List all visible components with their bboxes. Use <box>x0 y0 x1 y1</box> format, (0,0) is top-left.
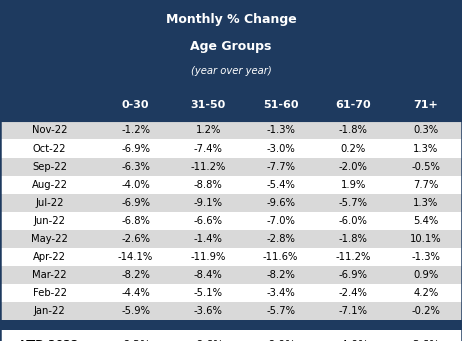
Text: -6.8%: -6.8% <box>121 216 150 226</box>
Text: -8.4%: -8.4% <box>194 270 223 280</box>
Text: Aug-22: Aug-22 <box>32 180 67 190</box>
Text: -3.6%: -3.6% <box>194 306 223 316</box>
Text: -1.3%: -1.3% <box>411 252 440 262</box>
Text: Jul-22: Jul-22 <box>36 198 64 208</box>
Text: -8.8%: -8.8% <box>194 180 223 190</box>
Text: -0.5%: -0.5% <box>411 162 440 172</box>
Text: Monthly % Change: Monthly % Change <box>165 13 297 26</box>
Text: -5.1%: -5.1% <box>194 288 223 298</box>
Text: -6.6%: -6.6% <box>193 340 224 341</box>
Text: -8.2%: -8.2% <box>266 270 295 280</box>
Text: -3.4%: -3.4% <box>266 288 295 298</box>
Bar <box>0 139 462 158</box>
Text: 4.2%: 4.2% <box>413 288 438 298</box>
Text: -1.8%: -1.8% <box>339 234 368 244</box>
Text: -4.0%: -4.0% <box>337 340 369 341</box>
Bar <box>0 212 462 230</box>
Text: -2.8%: -2.8% <box>266 234 295 244</box>
Text: -3.0%: -3.0% <box>266 144 295 153</box>
Text: Feb-22: Feb-22 <box>33 288 67 298</box>
Text: -9.6%: -9.6% <box>266 198 295 208</box>
Text: Nov-22: Nov-22 <box>32 125 67 135</box>
Text: (year over year): (year over year) <box>191 66 271 76</box>
Text: 1.9%: 1.9% <box>340 180 366 190</box>
Text: -6.9%: -6.9% <box>339 270 368 280</box>
Text: -6.3%: -6.3% <box>121 162 150 172</box>
Text: -7.1%: -7.1% <box>339 306 368 316</box>
Bar <box>0 194 462 212</box>
Text: -8.2%: -8.2% <box>121 270 150 280</box>
Bar <box>0 176 462 194</box>
Bar <box>0 230 462 248</box>
Text: 1.2%: 1.2% <box>195 125 221 135</box>
Bar <box>0 302 462 320</box>
Text: YTD 2022: YTD 2022 <box>20 340 79 341</box>
Text: -2.0%: -2.0% <box>339 162 368 172</box>
Text: -1.8%: -1.8% <box>339 125 368 135</box>
Text: -2.6%: -2.6% <box>121 234 150 244</box>
Text: -6.9%: -6.9% <box>121 198 150 208</box>
Text: -9.1%: -9.1% <box>194 198 223 208</box>
Text: May-22: May-22 <box>31 234 68 244</box>
Text: -6.0%: -6.0% <box>265 340 297 341</box>
Text: 0-30: 0-30 <box>122 100 149 110</box>
Bar <box>0 121 462 139</box>
Text: -6.0%: -6.0% <box>339 216 368 226</box>
Bar <box>0 158 462 176</box>
Text: 31-50: 31-50 <box>190 100 226 110</box>
Text: -6.2%: -6.2% <box>120 340 151 341</box>
Text: 71+: 71+ <box>413 100 438 110</box>
Text: -2.4%: -2.4% <box>339 288 368 298</box>
Text: Oct-22: Oct-22 <box>33 144 67 153</box>
Text: 61-70: 61-70 <box>335 100 371 110</box>
Text: -5.7%: -5.7% <box>339 198 368 208</box>
Text: -11.6%: -11.6% <box>263 252 298 262</box>
Text: 10.1%: 10.1% <box>410 234 442 244</box>
Text: Jun-22: Jun-22 <box>34 216 66 226</box>
Text: -5.4%: -5.4% <box>266 180 295 190</box>
Bar <box>0 266 462 284</box>
Text: -14.1%: -14.1% <box>118 252 153 262</box>
Text: -7.7%: -7.7% <box>266 162 295 172</box>
Text: -7.0%: -7.0% <box>266 216 295 226</box>
Text: -11.2%: -11.2% <box>335 252 371 262</box>
Text: 0.3%: 0.3% <box>413 125 438 135</box>
Text: Apr-22: Apr-22 <box>33 252 66 262</box>
Text: -6.6%: -6.6% <box>194 216 223 226</box>
Text: -0.2%: -0.2% <box>411 306 440 316</box>
Text: 2.6%: 2.6% <box>412 340 439 341</box>
Text: 7.7%: 7.7% <box>413 180 438 190</box>
Bar <box>0 0 462 89</box>
Text: Age Groups: Age Groups <box>190 40 272 53</box>
Bar <box>0 248 462 266</box>
Text: -1.2%: -1.2% <box>121 125 150 135</box>
Text: -5.9%: -5.9% <box>121 306 150 316</box>
Text: -4.4%: -4.4% <box>121 288 150 298</box>
Text: 1.3%: 1.3% <box>413 144 438 153</box>
Text: 1.3%: 1.3% <box>413 198 438 208</box>
Text: 0.2%: 0.2% <box>340 144 366 153</box>
Text: 0.9%: 0.9% <box>413 270 438 280</box>
Text: -1.4%: -1.4% <box>194 234 223 244</box>
Text: -11.2%: -11.2% <box>190 162 226 172</box>
Text: -7.4%: -7.4% <box>194 144 223 153</box>
Text: -6.9%: -6.9% <box>121 144 150 153</box>
Text: Jan-22: Jan-22 <box>34 306 66 316</box>
Bar <box>0 284 462 302</box>
Bar <box>0 89 462 121</box>
Text: 5.4%: 5.4% <box>413 216 438 226</box>
Text: 51-60: 51-60 <box>263 100 298 110</box>
Text: -1.3%: -1.3% <box>266 125 295 135</box>
Text: -11.9%: -11.9% <box>190 252 226 262</box>
Text: -5.7%: -5.7% <box>266 306 295 316</box>
Text: -4.0%: -4.0% <box>121 180 150 190</box>
Text: Sep-22: Sep-22 <box>32 162 67 172</box>
Bar <box>0 330 462 341</box>
Bar <box>0 320 462 330</box>
Text: Mar-22: Mar-22 <box>32 270 67 280</box>
